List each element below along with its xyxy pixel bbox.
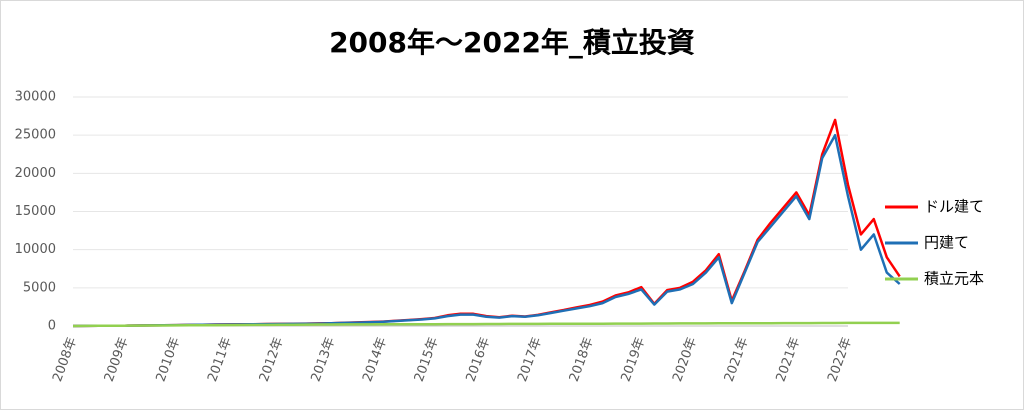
series-line [72, 321, 900, 328]
y-tick-label: 0 [48, 319, 56, 334]
y-tick-label: 30000 [15, 90, 56, 105]
legend-label: ドル建て [924, 198, 984, 216]
legend-label: 円建て [924, 234, 969, 252]
y-tick-label: 25000 [15, 128, 56, 143]
legend-label: 積立元本 [924, 270, 984, 288]
chart-title: 2008年～2022年_積立投資 [329, 26, 695, 59]
y-tick-label: 5000 [23, 280, 56, 295]
y-tick-label: 15000 [15, 204, 56, 219]
y-tick-label: 20000 [15, 166, 56, 181]
y-tick-label: 10000 [15, 242, 56, 257]
